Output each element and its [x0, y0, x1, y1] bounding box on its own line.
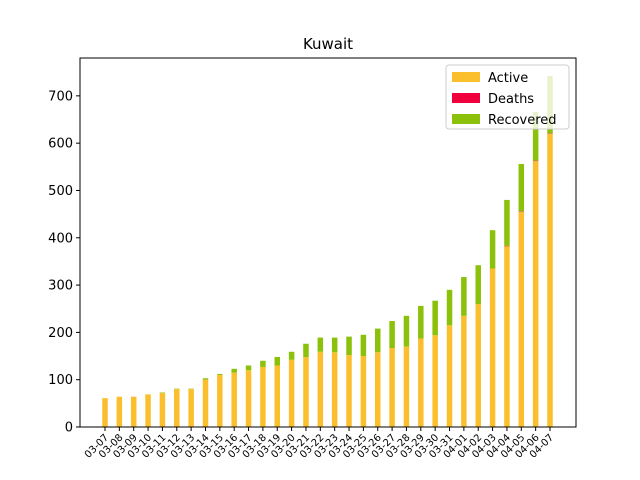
bar-active-04-02: [475, 304, 481, 427]
bar-active-03-11: [159, 392, 166, 427]
chart-title: Kuwait: [303, 35, 353, 53]
y-tick-label: 300: [48, 279, 73, 294]
bar-active-03-07: [102, 398, 108, 427]
legend-swatch-active: [452, 72, 480, 82]
bar-recovered-03-14: [202, 378, 209, 380]
bar-recovered-03-20: [288, 351, 295, 360]
bar-recovered-03-16: [231, 368, 237, 373]
bar-active-03-17: [245, 370, 252, 427]
bar-active-03-21: [303, 356, 309, 427]
legend-label-active: Active: [488, 71, 528, 86]
y-tick-label: 200: [48, 326, 73, 341]
bar-recovered-03-25: [360, 334, 367, 357]
bar-recovered-04-03: [489, 230, 496, 269]
bar-recovered-03-24: [346, 336, 352, 356]
bar-recovered-03-26: [374, 328, 381, 353]
bar-active-03-12: [174, 389, 180, 427]
y-tick-label: 500: [48, 184, 73, 199]
y-axis: 0 100 200 300 400 500 600 700: [48, 89, 80, 436]
y-tick-label: 0: [65, 421, 73, 436]
bar-active-03-31: [446, 325, 453, 427]
bar-active-03-18: [260, 366, 266, 427]
bar-recovered-03-29: [418, 305, 424, 339]
bar-active-03-08: [116, 396, 123, 427]
y-tick-label: 400: [48, 231, 73, 246]
bar-recovered-03-17: [245, 365, 252, 371]
bar-recovered-03-18: [260, 360, 266, 367]
bar-active-03-28: [403, 346, 410, 427]
bar-recovered-03-31: [446, 289, 453, 326]
bar-recovered-03-28: [403, 315, 410, 347]
bar-active-03-22: [317, 351, 324, 427]
bar-recovered-04-06: [532, 111, 539, 161]
bar-active-03-23: [331, 352, 338, 427]
bar-recovered-04-01: [461, 277, 467, 316]
y-tick-label: 100: [48, 373, 73, 388]
bar-active-03-13: [188, 389, 194, 427]
bar-active-03-20: [288, 359, 295, 427]
bar-active-03-16: [231, 372, 237, 427]
legend-swatch-deaths: [452, 93, 480, 103]
bar-active-03-27: [389, 348, 395, 427]
y-tick-label: 700: [48, 89, 73, 104]
bar-recovered-03-27: [389, 321, 395, 348]
legend-label-deaths: Deaths: [488, 92, 534, 107]
bar-recovered-03-22: [317, 337, 324, 352]
legend: Active Deaths Recovered: [445, 64, 570, 130]
bar-active-03-24: [346, 355, 352, 427]
bar-active-03-14: [202, 379, 209, 427]
bar-active-03-26: [374, 352, 381, 427]
bar-active-04-06: [532, 161, 539, 427]
bar-recovered-04-05: [518, 163, 525, 212]
legend-swatch-recovered: [452, 114, 480, 124]
bar-active-03-29: [418, 338, 424, 427]
bar-recovered-03-30: [432, 300, 438, 336]
bar-recovered-04-04: [504, 199, 510, 246]
bar-active-03-19: [274, 365, 281, 427]
bar-active-03-25: [360, 356, 367, 427]
bar-recovered-03-23: [331, 337, 338, 353]
bar-recovered-04-02: [475, 265, 481, 304]
bar-active-04-05: [518, 211, 525, 427]
bars-group: [102, 75, 553, 427]
bar-active-04-01: [461, 315, 467, 427]
bar-active-03-10: [145, 394, 151, 427]
bar-recovered-03-19: [274, 356, 281, 366]
bar-active-04-03: [489, 268, 496, 427]
bar-recovered-03-15: [217, 374, 223, 375]
y-tick-label: 600: [48, 137, 73, 152]
bar-active-03-15: [217, 374, 223, 427]
plot-area-frame: [79, 57, 577, 428]
bar-recovered-03-21: [303, 343, 309, 357]
bar-active-03-09: [130, 396, 137, 427]
bar-active-04-07: [547, 133, 553, 427]
bar-active-03-30: [432, 335, 438, 427]
bar-active-04-04: [504, 246, 510, 427]
legend-label-recovered: Recovered: [488, 113, 557, 128]
